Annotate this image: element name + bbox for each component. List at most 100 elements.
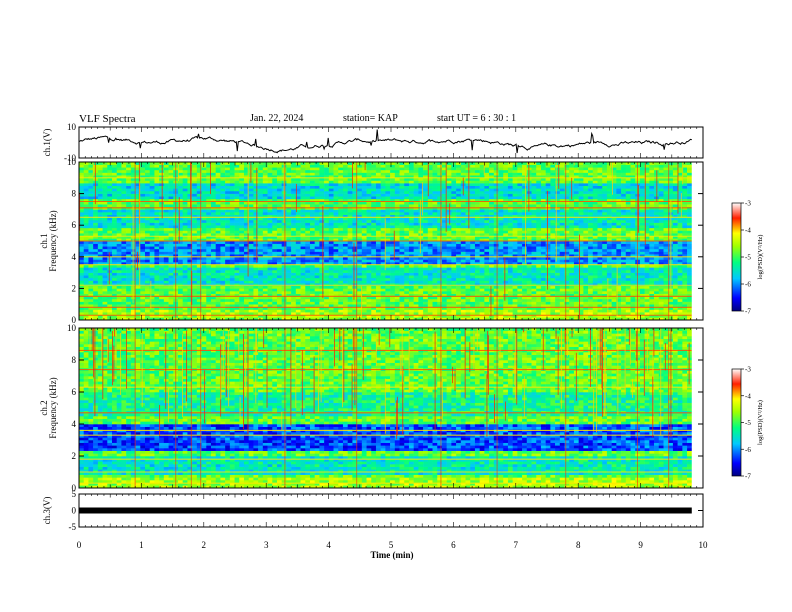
ch1-spectrogram-cell	[319, 309, 325, 313]
ch1-spectrogram-cell	[182, 291, 188, 294]
ch1-spectrogram-cell	[295, 309, 301, 313]
ch1-spectrogram-cell	[522, 275, 528, 279]
ch1-spectrogram-cell	[88, 251, 94, 255]
ch1-spectrogram-cell	[267, 222, 273, 226]
ch1-spectrogram-cell	[441, 275, 447, 279]
ch1-spectrogram-cell	[677, 275, 683, 279]
ch1-spectrogram-cell	[163, 309, 169, 313]
ch1-spectrogram-cell	[625, 233, 631, 237]
ch1-spectrogram-cell	[135, 288, 141, 292]
ch1-spectrogram-cell	[314, 291, 320, 294]
ch1-spectrogram-cell	[97, 259, 103, 263]
ch1-spectrogram-cell	[319, 259, 325, 263]
ch1-spectrogram-cell	[281, 309, 287, 313]
ch1-spectrogram-cell	[88, 233, 94, 237]
ch1-spectrogram-cell	[361, 248, 367, 252]
ch1-spectrogram-cell	[215, 312, 221, 316]
ch1-spectrogram-cell	[182, 227, 188, 231]
ch1-spectrogram-cell	[588, 243, 594, 247]
ch1-spectrogram-cell	[507, 227, 513, 231]
ch1-spectrogram-cell	[328, 272, 334, 276]
ch1-spectrogram-cell	[305, 306, 311, 310]
ch1-spectrogram-cell	[522, 280, 528, 284]
ch1-spectrogram-cell	[97, 243, 103, 247]
ch1-spectrogram-cell	[588, 298, 594, 302]
ch1-spectrogram-cell	[588, 280, 594, 284]
ch1-spectrogram-cell	[295, 304, 301, 308]
ch1-spectrogram-cell	[309, 259, 315, 263]
ch1-spectrogram-cell	[262, 298, 268, 302]
ch1-spectrogram-cell	[102, 288, 108, 292]
ch1-spectrogram-cell	[168, 317, 174, 321]
ch1-spectrogram-cell	[597, 248, 603, 252]
ch1-spectrogram-cell	[474, 309, 480, 313]
ch1-spectrogram-cell	[324, 312, 330, 316]
ch1-spectrogram-cell	[215, 280, 221, 284]
ch1-spectrogram-cell	[291, 285, 297, 289]
ch1-spectrogram-cell	[456, 225, 462, 229]
ch1-spectrogram-cell	[437, 269, 443, 273]
ch1-spectrogram-cell	[559, 269, 565, 273]
ch1-spectrogram-cell	[234, 280, 240, 284]
ch1-spectrogram-cell	[144, 259, 150, 263]
ch1-spectrogram-cell	[399, 275, 405, 279]
ch1-spectrogram-cell	[569, 243, 575, 247]
ch1-spectrogram-cell	[418, 309, 424, 313]
ch1-spectrogram-cell	[163, 277, 169, 281]
ch1-spectrogram-cell	[606, 243, 612, 247]
ch1-spectrogram-cell	[276, 277, 282, 281]
ch1-spectrogram-cell	[314, 298, 320, 302]
ch1-spectrogram-cell	[319, 291, 325, 294]
ch1-spectrogram-cell	[484, 227, 490, 231]
ch1-spectrogram-cell	[371, 243, 377, 247]
ch1-spectrogram-cell	[465, 272, 471, 276]
ch1-spectrogram-cell	[361, 246, 367, 250]
ch1-spectrogram-cell	[682, 233, 688, 237]
ch1-spectrogram-cell	[639, 306, 645, 310]
ch1-ylabel: ch.1(V)	[42, 129, 52, 157]
ch1-spectrogram-cell	[418, 267, 424, 271]
ch1-spectrogram-cell	[144, 225, 150, 229]
ch1-spectrogram-cell	[602, 288, 608, 292]
ch1-spectrogram-cell	[404, 230, 410, 234]
ch1-spectrogram-cell	[592, 227, 598, 231]
ch1-spectrogram-cell	[116, 248, 122, 252]
ch1-spectrogram-cell	[272, 272, 278, 276]
ch1-spectrogram-cell	[234, 233, 240, 237]
ch1-spectrogram-cell	[621, 225, 627, 229]
ch1-spectrogram-cell	[352, 298, 358, 302]
ch1-spectrogram-cell	[427, 230, 433, 234]
ch1-spectrogram-cell	[140, 243, 146, 247]
ch1-spectrogram-cell	[489, 259, 495, 263]
ch1-spectrogram-cell	[602, 233, 608, 237]
ch1-spectrogram-cell	[498, 259, 504, 263]
ch1-spectrogram-cell	[338, 227, 344, 231]
ch1-spectrogram-cell	[126, 306, 132, 310]
ch1-spectrogram-cell	[630, 227, 636, 231]
ch1-spectrogram-cell	[319, 251, 325, 255]
ch1-spectrogram-cell	[441, 291, 447, 294]
ch1-spectrogram-cell	[418, 248, 424, 252]
ch1-spectrogram-cell	[573, 225, 579, 229]
ch1-spectrogram-cell	[597, 304, 603, 308]
ch1-spectrogram-cell	[121, 306, 127, 310]
ch1-spectrogram-cell	[484, 272, 490, 276]
ch1-spectrogram-cell	[258, 314, 264, 318]
ch1-spectrogram-cell	[644, 301, 650, 305]
ch1-spectrogram-cell	[503, 301, 509, 305]
ch1-spectrogram-cell	[545, 306, 551, 310]
ch1-spectrogram-cell	[248, 312, 254, 316]
ch1-spectrogram-cell	[446, 227, 452, 231]
ch1-spectrogram-cell	[493, 225, 499, 229]
ch1-spectrogram-cell	[503, 227, 509, 231]
ch1-spectrogram-cell	[460, 233, 466, 237]
ch1-spectrogram-cell	[621, 248, 627, 252]
ch1-spectrogram-cell	[522, 301, 528, 305]
ch1-spectrogram-cell	[79, 248, 85, 252]
ch1-spectrogram-cell	[451, 227, 457, 231]
ch1-spectrogram-cell	[687, 298, 693, 302]
ch1-spectrogram-cell	[493, 269, 499, 273]
ch1-spectrogram-cell	[677, 251, 683, 255]
ch1-spectrogram-cell	[338, 243, 344, 247]
